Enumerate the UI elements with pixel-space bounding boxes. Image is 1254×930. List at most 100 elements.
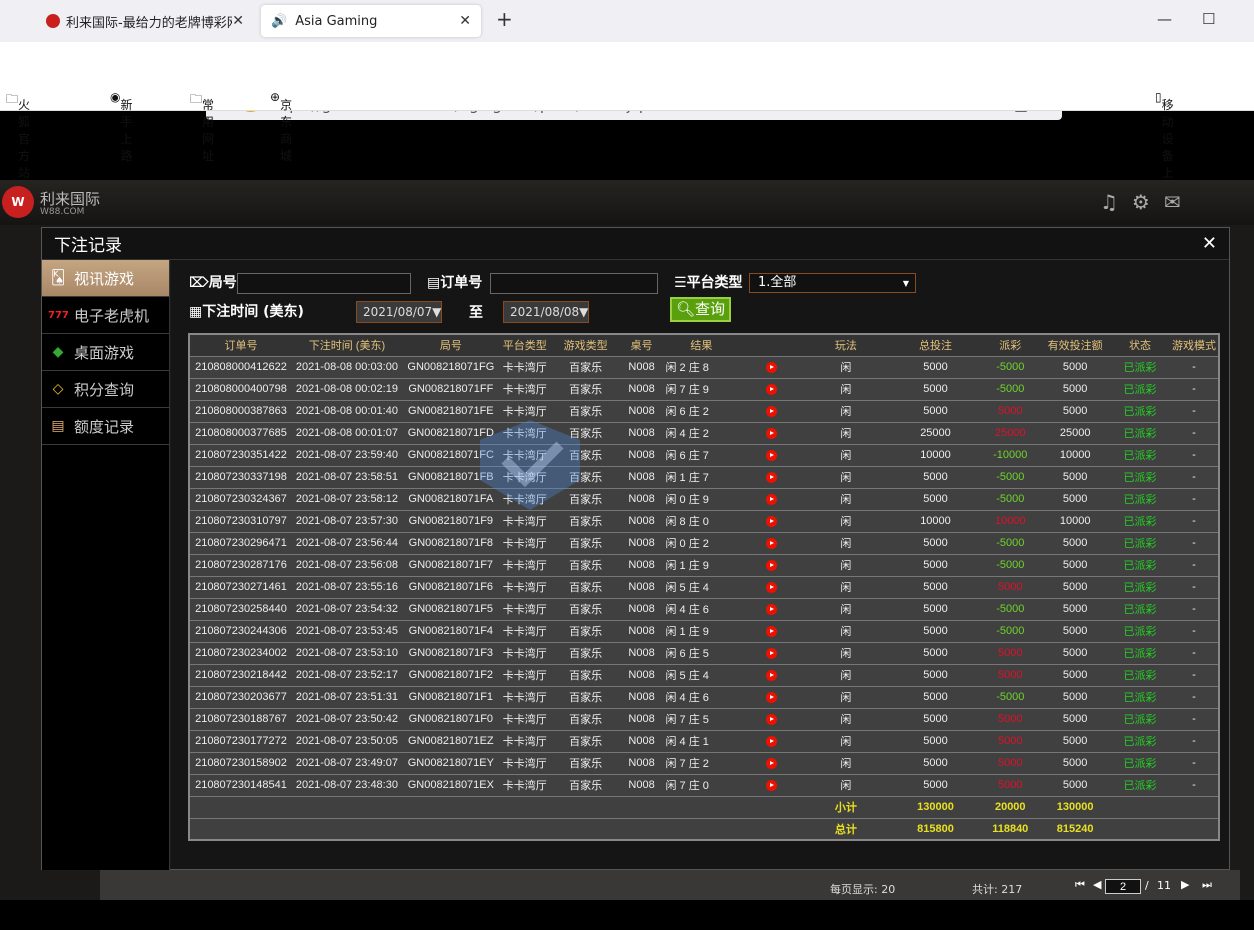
table-number: N008: [621, 774, 662, 797]
table-row: 210807230234002 2021-08-07 23:53:10 GN0082…: [189, 642, 1219, 665]
bookmark-item[interactable]: ◉ 新手上路: [110, 90, 133, 163]
game-mode: -: [1169, 422, 1219, 445]
sidebar-item-credit-records[interactable]: ▤ 额度记录: [42, 408, 169, 445]
play-replay-icon[interactable]: [765, 449, 777, 461]
total-valid-bet: 815240: [1040, 818, 1111, 841]
replay-cell: [741, 598, 802, 621]
calendar-icon: ▦: [189, 304, 203, 320]
sidebar-item-slots[interactable]: 777 电子老虎机: [42, 297, 169, 334]
game-type: 百家乐: [549, 620, 622, 643]
bookmark-item[interactable]: 🗀 火狐官方站点: [6, 92, 31, 197]
table-number: N008: [621, 422, 662, 445]
modal-content: ⌦局号 ▤订单号 ☰平台类型 1.全部 ▼ ▦下注时间 (美东) 2021/08/…: [171, 260, 1229, 896]
platform-select[interactable]: 1.全部 ▼: [749, 273, 916, 293]
payout: -10000: [980, 444, 1041, 467]
play-replay-icon[interactable]: [765, 603, 777, 615]
mobile-bookmarks[interactable]: ▯移动设备上的书签: [1155, 90, 1174, 231]
play-replay-icon[interactable]: [765, 427, 777, 439]
sidebar-item-live-games[interactable]: 🂮 视讯游戏: [42, 260, 169, 297]
maximize-button[interactable]: ☐: [1202, 10, 1216, 28]
payout: 5000: [980, 576, 1041, 599]
play-replay-icon[interactable]: [765, 757, 777, 769]
sidebar-item-points[interactable]: ◇ 积分查询: [42, 371, 169, 408]
platform: 卡卡湾厅: [499, 598, 550, 621]
close-tab-icon[interactable]: ✕: [459, 13, 471, 29]
bet-time: 2021-08-07 23:59:40: [291, 444, 402, 467]
play-replay-icon[interactable]: [765, 691, 777, 703]
play-replay-icon[interactable]: [765, 537, 777, 549]
sidebar-item-table-games[interactable]: ◆ 桌面游戏: [42, 334, 169, 371]
bookmark-item[interactable]: 🗀 常用网址: [190, 92, 215, 163]
play-replay-icon[interactable]: [765, 647, 777, 659]
close-icon[interactable]: ✕: [1201, 233, 1217, 254]
play-replay-icon[interactable]: [765, 735, 777, 747]
bet-time: 2021-08-07 23:50:42: [291, 708, 402, 731]
dice-chip-icon: ◆: [52, 344, 64, 360]
query-button[interactable]: 🔍︎查询: [670, 297, 732, 322]
order-number: 210807230234002: [189, 642, 292, 665]
bet-type: 闲: [801, 378, 891, 401]
play-replay-icon[interactable]: [765, 625, 777, 637]
game-mode: -: [1169, 642, 1219, 665]
play-replay-icon[interactable]: [765, 471, 777, 483]
bet-type: 闲: [801, 686, 891, 709]
bet-record-modal: 下注记录 ✕ 🂮 视讯游戏 777 电子老虎机 ◆ 桌面游戏 ◇ 积分查询 ▤ 额度记录 …: [41, 227, 1230, 896]
new-tab-button[interactable]: +: [496, 7, 513, 31]
game-mode: -: [1169, 488, 1219, 511]
payout: 5000: [980, 752, 1041, 775]
round-number: GN008218071EZ: [401, 730, 500, 753]
valid-bet: 5000: [1040, 642, 1111, 665]
minimize-button[interactable]: —: [1157, 10, 1172, 28]
total-bet: 5000: [890, 752, 981, 775]
play-replay-icon[interactable]: [765, 559, 777, 571]
replay-cell: [741, 664, 802, 687]
play-replay-icon[interactable]: [765, 383, 777, 395]
play-replay-icon[interactable]: [765, 405, 777, 417]
play-replay-icon[interactable]: [765, 361, 777, 373]
platform: 卡卡湾厅: [499, 466, 550, 489]
status: 已派彩: [1110, 378, 1170, 401]
result: 闲 4 庄 6: [661, 598, 742, 621]
total-payout: 118840: [980, 818, 1041, 841]
first-page-button[interactable]: ⏮: [1075, 878, 1085, 891]
page-number-input[interactable]: [1105, 879, 1141, 894]
prev-page-button[interactable]: ◀: [1093, 878, 1102, 891]
next-page-button[interactable]: ▶: [1181, 878, 1190, 891]
table-number: N008: [621, 356, 662, 379]
bet-time: 2021-08-08 00:03:00: [291, 356, 402, 379]
game-mode: -: [1169, 752, 1219, 775]
last-page-button[interactable]: ⏭: [1202, 878, 1212, 891]
game-type: 百家乐: [549, 532, 622, 555]
status: 已派彩: [1110, 664, 1170, 687]
play-replay-icon[interactable]: [765, 515, 777, 527]
date-to-select[interactable]: 2021/08/08▼: [503, 301, 589, 323]
bet-time: 2021-08-08 00:02:19: [291, 378, 402, 401]
payout: -5000: [980, 686, 1041, 709]
bookmark-item[interactable]: ⊕ 京东商城: [270, 90, 293, 163]
browser-tab-active[interactable]: 🔊 Asia Gaming ✕: [261, 5, 481, 37]
empty-cell: [189, 796, 802, 819]
document-icon: ▤: [51, 418, 65, 434]
order-number-input[interactable]: [490, 273, 658, 294]
close-tab-icon[interactable]: ✕: [232, 13, 244, 29]
result: 闲 6 庄 5: [661, 642, 742, 665]
total-count-label: 共计: 217: [972, 883, 1023, 896]
round-label: ⌦局号: [189, 275, 237, 291]
game-toolbar-icons[interactable]: ♫⚙✉: [1100, 190, 1195, 214]
play-replay-icon[interactable]: [765, 779, 777, 791]
table-row: 210808000377685 2021-08-08 00:01:07 GN0082…: [189, 422, 1219, 445]
play-replay-icon[interactable]: [765, 493, 777, 505]
play-replay-icon[interactable]: [765, 713, 777, 725]
table-number: N008: [621, 488, 662, 511]
result: 闲 1 庄 9: [661, 620, 742, 643]
play-replay-icon[interactable]: [765, 581, 777, 593]
round-number-input[interactable]: [237, 273, 411, 294]
bet-type: 闲: [801, 576, 891, 599]
order-number: 210807230287176: [189, 554, 292, 577]
play-replay-icon[interactable]: [765, 669, 777, 681]
diamond-icon: ◇: [52, 381, 64, 397]
browser-tab[interactable]: 利来国际-最给力的老牌博彩网站✕: [36, 5, 254, 37]
column-header: 游戏类型: [549, 334, 622, 357]
subtotal-total-bet: 130000: [890, 796, 981, 819]
date-from-select[interactable]: 2021/08/07▼: [356, 301, 442, 323]
